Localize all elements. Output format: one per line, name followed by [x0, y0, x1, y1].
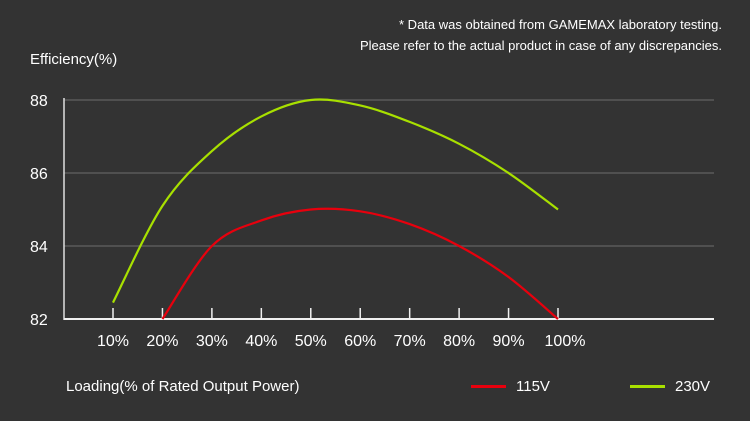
x-tick-label: 70% [394, 333, 426, 350]
x-tick-label: 100% [545, 333, 586, 350]
legend-swatch [630, 385, 665, 388]
legend-swatch [471, 385, 506, 388]
x-tick-label: 20% [146, 333, 178, 350]
legend-label: 115V [516, 378, 550, 395]
x-tick-label: 30% [196, 333, 228, 350]
legend-label: 230V [675, 378, 711, 395]
legend-item-115v: 115V [471, 378, 550, 395]
x-tick-label: 90% [493, 333, 525, 350]
x-axis-title: Loading(% of Rated Output Power) [66, 378, 300, 395]
note-line: Please refer to the actual product in ca… [359, 38, 722, 53]
y-tick-label: 86 [30, 166, 48, 183]
y-axis-title: Efficiency(%) [30, 51, 118, 68]
y-tick-label: 84 [30, 239, 48, 256]
x-tick-label: 80% [443, 333, 475, 350]
y-tick-label: 82 [30, 312, 48, 329]
x-tick-label: 60% [344, 333, 376, 350]
series-line-230v [112, 98, 559, 304]
x-tick-label: 50% [295, 333, 327, 350]
x-tick-label: 40% [245, 333, 277, 350]
disclaimer-note: * Data was obtained from GAMEMAX laborat… [360, 14, 722, 56]
y-tick-label: 88 [30, 93, 48, 110]
legend-item-230v: 230V [630, 378, 710, 395]
x-tick-label: 10% [97, 333, 129, 350]
series-line-115v [161, 207, 559, 320]
note-line: * Data was obtained from GAMEMAX laborat… [399, 17, 722, 32]
